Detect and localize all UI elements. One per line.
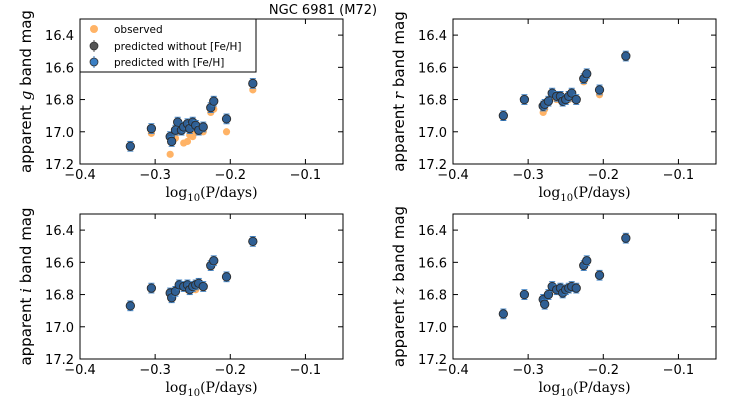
x-tick-label-r: −0.3 bbox=[512, 168, 544, 183]
y-tick-label-r: 16.6 bbox=[418, 61, 447, 76]
x-axis-label-g: log10(P/days) bbox=[165, 185, 257, 204]
x-tick-label-z: −0.3 bbox=[512, 363, 544, 378]
predicted-point-i bbox=[198, 281, 208, 292]
x-tick-label-g: −0.1 bbox=[290, 168, 322, 183]
predicted-point-i bbox=[125, 301, 135, 311]
y-tick-label-i: 17.0 bbox=[45, 321, 74, 336]
y-tick-label-g: 16.4 bbox=[45, 29, 74, 44]
predicted-point-r bbox=[621, 51, 631, 61]
predicted-point-g bbox=[167, 136, 177, 147]
y-tick-label-z: 17.2 bbox=[418, 353, 447, 368]
x-tick-label-g: −0.2 bbox=[214, 168, 246, 183]
plot-area-z bbox=[452, 213, 717, 360]
y-tick-label-g: 16.6 bbox=[45, 61, 74, 76]
predicted-point-z bbox=[498, 309, 508, 319]
legend-marker-without bbox=[89, 41, 99, 51]
predicted-point-z bbox=[582, 256, 592, 266]
legend-marker-with bbox=[89, 57, 99, 67]
y-tick-label-g: 17.0 bbox=[45, 126, 74, 141]
y-tick-label-i: 16.4 bbox=[45, 224, 74, 239]
predicted-point-i bbox=[209, 256, 219, 266]
x-tick-label-i: −0.3 bbox=[139, 363, 171, 378]
y-axis-label-z: apparent z band mag bbox=[390, 206, 408, 367]
predicted-point-z bbox=[540, 299, 550, 309]
y-tick-label-g: 16.8 bbox=[45, 94, 74, 109]
predicted-point-z bbox=[543, 289, 554, 300]
predicted-point-z bbox=[621, 233, 631, 243]
y-tick-label-r: 17.2 bbox=[418, 158, 447, 173]
observed-point-g bbox=[166, 150, 174, 158]
y-tick-label-r: 16.4 bbox=[418, 29, 447, 44]
x-tick-label-i: −0.4 bbox=[64, 363, 96, 378]
plot-area-i bbox=[79, 213, 344, 360]
x-axis-label-i: log10(P/days) bbox=[165, 380, 257, 399]
y-tick-label-r: 16.8 bbox=[418, 94, 447, 109]
y-tick-label-i: 17.2 bbox=[45, 353, 74, 368]
predicted-point-g bbox=[248, 78, 258, 89]
predicted-point-r bbox=[582, 69, 592, 79]
panel-z: −0.4 −0.3 −0.2 −0.1 16.4 16.6 16.8 17.0 17.2 log1… bbox=[390, 206, 717, 399]
predicted-point-i bbox=[146, 283, 157, 293]
observed-point-g bbox=[222, 128, 231, 136]
predicted-point-r bbox=[519, 94, 530, 105]
y-tick-label-z: 16.6 bbox=[418, 256, 447, 271]
x-tick-label-r: −0.2 bbox=[587, 168, 619, 183]
predicted-point-g bbox=[146, 123, 157, 134]
x-tick-label-z: −0.2 bbox=[587, 363, 619, 378]
y-tick-label-i: 16.8 bbox=[45, 289, 74, 304]
predicted-point-r bbox=[571, 94, 581, 105]
y-tick-label-z: 16.4 bbox=[418, 224, 447, 239]
predicted-point-i bbox=[221, 272, 232, 282]
predicted-point-r bbox=[543, 96, 554, 106]
plot-area-r bbox=[452, 18, 717, 165]
legend-box bbox=[79, 18, 257, 73]
y-tick-label-r: 17.0 bbox=[418, 126, 447, 141]
predicted-point-r bbox=[498, 111, 508, 121]
x-axis-label-r: log10(P/days) bbox=[538, 185, 630, 204]
predicted-point-i bbox=[248, 236, 258, 247]
x-tick-label-i: −0.1 bbox=[290, 363, 322, 378]
predicted-point-g bbox=[221, 114, 232, 124]
x-tick-label-g: −0.3 bbox=[139, 168, 171, 183]
predicted-point-z bbox=[571, 283, 581, 293]
y-tick-label-z: 17.0 bbox=[418, 321, 447, 336]
x-tick-label-g: −0.4 bbox=[64, 168, 96, 183]
chart-title: NGC 6981 (M72) bbox=[269, 3, 377, 18]
predicted-point-r bbox=[594, 85, 605, 95]
y-axis-label-g: apparent g band mag bbox=[17, 10, 35, 173]
legend-marker-observed bbox=[90, 25, 98, 33]
legend-label-with: predicted with [Fe/H] bbox=[114, 57, 224, 69]
y-tick-label-g: 17.2 bbox=[45, 158, 74, 173]
y-axis-label-r: apparent r band mag bbox=[390, 11, 408, 171]
y-tick-label-i: 16.6 bbox=[45, 256, 74, 271]
panel-r: −0.4 −0.3 −0.2 −0.1 16.4 16.6 16.8 17.0 17.2 log1… bbox=[390, 11, 717, 204]
x-axis-label-z: log10(P/days) bbox=[538, 380, 630, 399]
x-tick-label-i: −0.2 bbox=[214, 363, 246, 378]
observed-point-g bbox=[183, 137, 192, 146]
x-tick-label-r: −0.1 bbox=[663, 168, 695, 183]
panel-i: −0.4 −0.3 −0.2 −0.1 16.4 16.6 16.8 17.0 17.2 log1… bbox=[17, 207, 344, 399]
legend-label-observed: observed bbox=[114, 24, 163, 36]
y-axis-label-i: apparent i band mag bbox=[17, 207, 35, 365]
predicted-point-g bbox=[198, 122, 208, 132]
y-tick-label-z: 16.8 bbox=[418, 289, 447, 304]
legend-label-without: predicted without [Fe/H] bbox=[114, 41, 242, 53]
legend: observed predicted without [Fe/H] predic… bbox=[79, 18, 257, 73]
predicted-point-z bbox=[594, 270, 605, 280]
x-tick-label-r: −0.4 bbox=[437, 168, 469, 183]
predicted-point-g bbox=[209, 96, 219, 106]
x-tick-label-z: −0.4 bbox=[437, 363, 469, 378]
predicted-point-g bbox=[125, 141, 135, 151]
predicted-point-z bbox=[519, 289, 530, 300]
x-tick-label-z: −0.1 bbox=[663, 363, 695, 378]
